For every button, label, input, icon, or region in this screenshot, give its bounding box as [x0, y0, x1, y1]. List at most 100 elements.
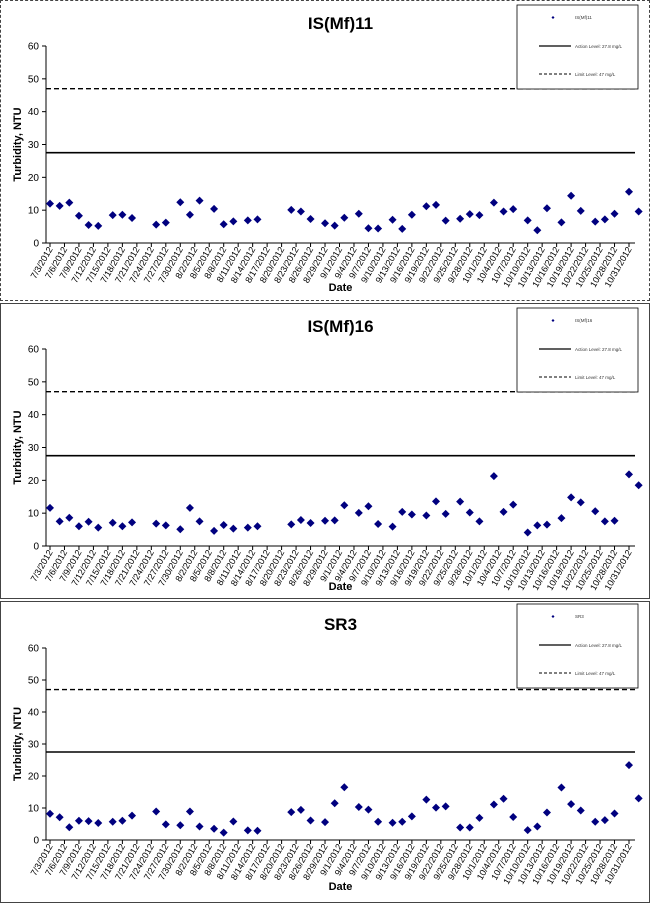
data-point	[634, 481, 643, 490]
data-point	[567, 191, 576, 200]
y-tick-label: 20	[28, 476, 40, 487]
data-point	[243, 523, 252, 532]
data-point	[422, 202, 431, 211]
data-point	[253, 826, 262, 835]
data-point	[533, 226, 542, 235]
y-tick-label: 20	[28, 173, 40, 184]
data-point	[330, 516, 339, 525]
data-point	[229, 524, 238, 533]
y-tick-label: 60	[28, 644, 40, 655]
data-point	[591, 817, 600, 826]
data-point	[46, 199, 54, 208]
legend-series-label: IS(Mf)11	[575, 15, 592, 20]
data-point	[195, 196, 204, 205]
data-point	[128, 811, 137, 820]
data-point	[46, 503, 54, 512]
y-tick-label: 50	[28, 377, 40, 388]
y-tick-label: 40	[28, 708, 40, 719]
data-point	[65, 198, 74, 207]
legend-series-label: SR3	[575, 614, 584, 619]
data-point	[219, 828, 228, 837]
data-point	[243, 826, 252, 835]
data-point	[591, 507, 600, 516]
data-point	[523, 826, 532, 835]
x-axis-title: Date	[329, 282, 353, 294]
data-point	[108, 518, 117, 527]
data-point	[422, 795, 431, 804]
data-point	[195, 822, 204, 831]
data-point	[108, 211, 117, 220]
data-point	[576, 498, 585, 507]
data-point	[398, 507, 407, 516]
data-point	[118, 816, 127, 825]
data-point	[499, 794, 508, 803]
y-tick-label: 60	[28, 42, 40, 53]
data-point	[210, 824, 219, 833]
data-point	[321, 516, 330, 525]
data-point	[600, 517, 609, 526]
data-point	[210, 204, 219, 213]
data-point	[161, 521, 170, 530]
data-point	[557, 783, 566, 792]
data-point	[195, 517, 204, 526]
data-point	[185, 210, 194, 219]
data-point	[340, 501, 349, 510]
data-point	[118, 210, 127, 219]
chart-title: IS(Mf)16	[307, 317, 373, 336]
y-tick-label: 30	[28, 740, 40, 751]
data-point	[84, 220, 93, 229]
data-point	[46, 809, 54, 818]
data-point	[610, 516, 619, 525]
data-point	[84, 517, 93, 526]
data-point	[456, 823, 465, 832]
data-point	[407, 812, 416, 821]
data-point	[523, 216, 532, 225]
data-point	[499, 507, 508, 516]
data-point	[306, 519, 315, 528]
data-point	[388, 818, 397, 827]
data-point	[354, 803, 363, 812]
data-point	[576, 806, 585, 815]
data-point	[557, 218, 566, 227]
y-tick-label: 30	[28, 140, 40, 151]
data-point	[388, 215, 397, 224]
data-point	[296, 805, 305, 814]
data-point	[456, 214, 465, 223]
data-point	[229, 217, 238, 226]
data-point	[441, 509, 450, 518]
data-point	[509, 205, 518, 214]
data-point	[499, 207, 508, 216]
data-point	[634, 794, 643, 803]
data-point	[219, 520, 228, 529]
data-point	[489, 472, 498, 481]
y-tick-label: 40	[28, 107, 40, 118]
legend-limit-label: Limit Level: 47 mg/L	[575, 671, 616, 676]
data-point	[65, 823, 74, 832]
data-point	[600, 215, 609, 224]
data-point	[610, 209, 619, 218]
data-point	[465, 210, 474, 219]
data-point	[407, 510, 416, 519]
legend-limit-label: Limit Level: 47 mg/L	[575, 375, 616, 380]
data-point	[509, 812, 518, 821]
legend-action-label: Action Level: 27.8 mg/L	[575, 643, 623, 648]
data-point	[229, 817, 238, 826]
data-point	[152, 220, 161, 229]
y-tick-label: 10	[28, 509, 40, 520]
y-tick-label: 30	[28, 443, 40, 454]
data-point	[489, 800, 498, 809]
data-point	[253, 522, 262, 531]
data-point	[55, 813, 64, 822]
chart-title: SR3	[324, 615, 357, 634]
y-axis-title: Turbidity, NTU	[12, 410, 24, 484]
y-tick-label: 50	[28, 74, 40, 85]
y-tick-label: 20	[28, 772, 40, 783]
data-point	[542, 808, 551, 817]
data-point	[441, 802, 450, 811]
data-point	[128, 518, 137, 527]
data-point	[65, 513, 74, 522]
data-point	[185, 503, 194, 512]
data-point	[625, 470, 633, 479]
legend-box	[516, 4, 639, 90]
data-point	[364, 502, 373, 511]
